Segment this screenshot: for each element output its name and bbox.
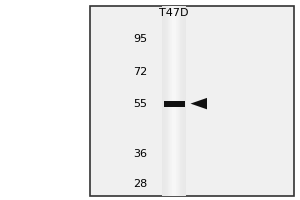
Bar: [166, 6, 167, 196]
Polygon shape: [190, 98, 207, 109]
Bar: [176, 6, 177, 196]
Bar: [167, 6, 168, 196]
Bar: [163, 6, 164, 196]
Bar: [172, 6, 173, 196]
Text: 95: 95: [133, 34, 147, 44]
Bar: [182, 6, 183, 196]
Text: T47D: T47D: [159, 8, 189, 18]
Bar: [164, 101, 184, 107]
Bar: [185, 6, 186, 196]
Text: 36: 36: [133, 149, 147, 159]
Bar: [165, 6, 166, 196]
Text: 55: 55: [133, 99, 147, 109]
Bar: [181, 6, 182, 196]
Bar: [174, 6, 175, 196]
Bar: [177, 6, 178, 196]
Text: 72: 72: [133, 67, 147, 77]
Bar: [180, 6, 181, 196]
Bar: [179, 6, 180, 196]
Bar: [178, 6, 179, 196]
Bar: [184, 6, 185, 196]
Bar: [164, 6, 165, 196]
Bar: [162, 6, 163, 196]
Bar: [90, 6, 294, 196]
Bar: [170, 6, 171, 196]
Bar: [169, 6, 170, 196]
Bar: [183, 6, 184, 196]
Bar: [173, 6, 174, 196]
Bar: [171, 6, 172, 196]
Bar: [168, 6, 169, 196]
Bar: [162, 6, 186, 196]
Text: 28: 28: [133, 179, 147, 189]
